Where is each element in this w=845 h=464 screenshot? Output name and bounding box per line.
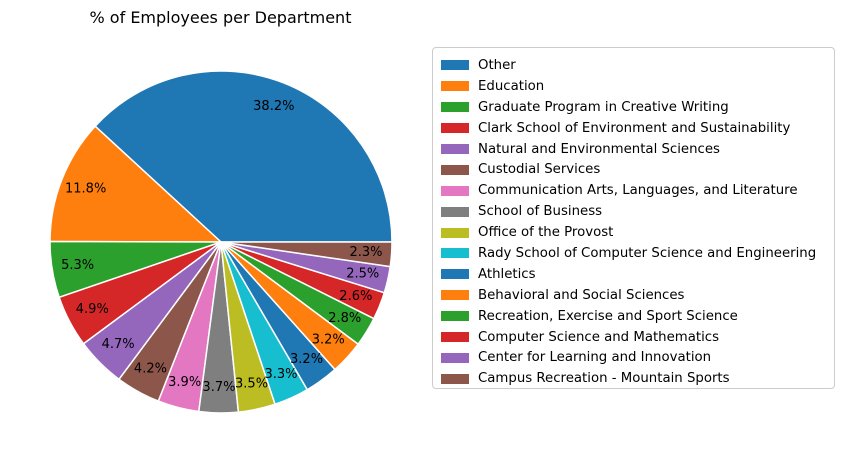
legend-item: Custodial Services [441, 159, 834, 180]
legend-swatch [441, 60, 469, 71]
legend-label: Computer Science and Mathematics [478, 329, 720, 345]
legend-item: Other [441, 55, 834, 76]
legend-item: Office of the Provost [441, 222, 834, 243]
slice-percent-label: 3.7% [202, 380, 235, 395]
slice-percent-label: 38.2% [253, 99, 294, 114]
pie-slice [94, 70, 393, 243]
legend-label: Behavioral and Social Sciences [478, 287, 685, 303]
legend-swatch [441, 352, 469, 363]
pie-slice [220, 241, 393, 268]
legend-swatch [441, 206, 469, 217]
legend-item: Clark School of Environment and Sustaina… [441, 118, 834, 139]
legend-item: School of Business [441, 201, 834, 222]
pie-slice [49, 125, 222, 243]
legend-swatch [441, 332, 469, 343]
slice-percent-label: 4.7% [102, 337, 135, 352]
legend-label: Graduate Program in Creative Writing [478, 99, 729, 115]
legend-label: Education [478, 78, 545, 94]
legend-item: Education [441, 76, 834, 97]
legend-swatch [441, 248, 469, 259]
legend-label: Recreation, Exercise and Sport Science [478, 308, 738, 324]
legend-label: Athletics [478, 266, 536, 282]
slice-percent-label: 2.5% [346, 267, 379, 282]
legend-label: Campus Recreation - Mountain Sports [478, 371, 730, 387]
legend-item: Communication Arts, Languages, and Liter… [441, 180, 834, 201]
legend-item: Rady School of Computer Science and Engi… [441, 243, 834, 264]
legend-item: Center for Learning and Innovation [441, 347, 834, 368]
legend-item: Computer Science and Mathematics [441, 327, 834, 348]
legend-swatch [441, 123, 469, 134]
slice-percent-label: 3.9% [168, 375, 201, 390]
legend-item: Campus Recreation - Mountain Sports [441, 368, 834, 389]
legend-swatch [441, 290, 469, 301]
legend-item: Natural and Environmental Sciences [441, 139, 834, 160]
legend-swatch [441, 164, 469, 175]
pie-chart: 38.2%11.8%5.3%4.9%4.7%4.2%3.9% 3.7% 3.5%3.… [49, 70, 393, 414]
slice-percent-label: 3.2% [312, 333, 345, 348]
legend-label: Rady School of Computer Science and Engi… [478, 245, 817, 261]
slice-percent-label: 11.8% [65, 181, 106, 196]
legend-swatch [441, 227, 469, 238]
chart-title: % of Employees per Department [89, 8, 352, 27]
legend-swatch [441, 144, 469, 154]
slice-percent-label: 2.8% [328, 311, 361, 326]
legend-label: Communication Arts, Languages, and Liter… [478, 183, 798, 199]
legend-label: Other [478, 57, 516, 73]
legend-swatch [441, 373, 469, 384]
legend-item: Recreation, Exercise and Sport Science [441, 306, 834, 327]
legend-swatch [441, 81, 469, 92]
slice-percent-label: 3.5% [235, 377, 268, 392]
legend-label: Custodial Services [478, 162, 601, 178]
slice-percent-label: 2.3% [349, 245, 382, 260]
legend-label: Clark School of Environment and Sustaina… [478, 120, 791, 136]
legend-item: Behavioral and Social Sciences [441, 285, 834, 306]
legend-item: Graduate Program in Creative Writing [441, 97, 834, 118]
slice-percent-label: 2.6% [339, 289, 372, 304]
legend-swatch [441, 185, 469, 196]
legend-swatch [441, 269, 469, 280]
legend-label: Natural and Environmental Sciences [478, 141, 720, 157]
slice-percent-label: 5.3% [61, 258, 94, 273]
slice-percent-label: 4.2% [134, 362, 167, 377]
slice-percent-label: 3.2% [290, 352, 323, 367]
legend-swatch [441, 102, 469, 113]
legend-item: Athletics [441, 264, 834, 285]
slice-percent-label: 4.9% [76, 302, 109, 317]
legend-label: Center for Learning and Innovation [478, 350, 712, 366]
legend: Other Education Graduate Program in Creati… [432, 47, 835, 389]
slice-percent-label: 3.3% [264, 367, 297, 382]
legend-label: Office of the Provost [478, 225, 614, 241]
legend-swatch [441, 311, 469, 322]
legend-label: School of Business [478, 204, 603, 220]
